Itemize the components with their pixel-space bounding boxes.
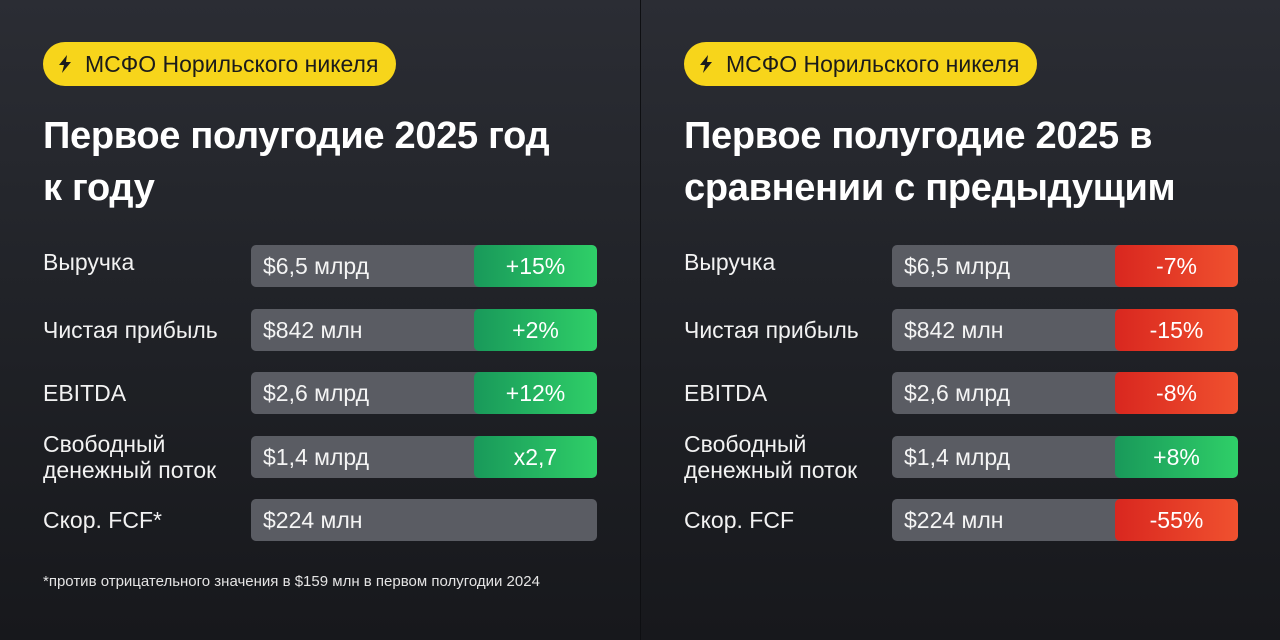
- metric-label: EBITDA: [43, 380, 127, 406]
- metric-bar: $2,6 млрд +12%: [251, 372, 597, 414]
- metric-value: $224 млн: [904, 507, 1004, 533]
- change-badge: +8%: [1115, 435, 1238, 478]
- change-badge: +2%: [474, 308, 597, 351]
- change-badge: +15%: [474, 245, 597, 287]
- metric-row-revenue: Выручка $6,5 млрд +15%: [43, 245, 597, 287]
- change-badge: -15%: [1115, 308, 1238, 351]
- metric-label-line-2: денежный поток: [684, 456, 858, 483]
- metric-row-free-cash-flow: Свободный денежный поток $1,4 млрд +8%: [684, 431, 1238, 483]
- page-title: Первое полугодие 2025 год к году: [43, 110, 603, 214]
- metric-value: $1,4 млрд: [263, 443, 370, 470]
- metric-label: Выручка: [43, 249, 135, 275]
- source-badge: МСФО Норильского никеля: [684, 42, 1038, 86]
- metric-value: $224 млн: [263, 507, 363, 533]
- badge-text: МСФО Норильского никеля: [85, 50, 379, 77]
- metrics-list: Выручка $6,5 млрд -7% Чистая прибыль $84…: [684, 245, 1238, 563]
- change-badge: -7%: [1115, 245, 1238, 287]
- badge-text: МСФО Норильского никеля: [726, 50, 1020, 77]
- title-line-1: Первое полугодие 2025 в: [684, 115, 1153, 157]
- metric-label: Чистая прибыль: [43, 316, 218, 343]
- metric-bar: $842 млн +2%: [251, 308, 597, 351]
- metric-label: Свободный денежный поток: [43, 431, 248, 483]
- metric-row-adjusted-fcf: Скор. FCF $224 млн -55%: [684, 499, 1238, 541]
- lightning-icon: [59, 55, 71, 73]
- panel-year-over-year: МСФО Норильского никеля Первое полугодие…: [0, 0, 640, 640]
- metric-bar: $6,5 млрд +15%: [251, 245, 597, 287]
- change-badge: +12%: [474, 372, 597, 414]
- metric-bar: $224 млн -55%: [892, 499, 1238, 541]
- footnote: *против отрицательного значения в $159 м…: [43, 573, 540, 590]
- metrics-list: Выручка $6,5 млрд +15% Чистая прибыль $8…: [43, 245, 597, 563]
- metric-value: $842 млн: [263, 316, 363, 343]
- metric-row-ebitda: EBITDA $2,6 млрд +12%: [43, 372, 597, 414]
- metric-bar: $224 млн: [251, 499, 597, 541]
- metric-label: EBITDA: [684, 380, 768, 406]
- metric-value: $6,5 млрд: [904, 253, 1011, 279]
- metric-label-line-2: денежный поток: [43, 456, 217, 483]
- metric-bar: $1,4 млрд x2,7: [251, 435, 597, 478]
- metric-row-revenue: Выручка $6,5 млрд -7%: [684, 245, 1238, 287]
- metric-label: Скор. FCF*: [43, 507, 162, 533]
- metric-value: $6,5 млрд: [263, 253, 370, 279]
- metric-value: $2,6 млрд: [263, 380, 370, 406]
- metric-bar: $1,4 млрд +8%: [892, 435, 1238, 478]
- change-badge: -55%: [1115, 499, 1238, 541]
- metric-label: Чистая прибыль: [684, 316, 859, 343]
- change-badge: -8%: [1115, 372, 1238, 414]
- metric-label: Скор. FCF: [684, 507, 795, 533]
- metric-bar: $842 млн -15%: [892, 308, 1238, 351]
- title-line-2: к году: [43, 167, 155, 209]
- metric-row-free-cash-flow: Свободный денежный поток $1,4 млрд x2,7: [43, 431, 597, 483]
- title-line-2: сравнении с предыдущим: [684, 167, 1176, 209]
- metric-label: Выручка: [684, 249, 776, 275]
- metric-label: Свободный денежный поток: [684, 431, 889, 483]
- metric-value: $2,6 млрд: [904, 380, 1011, 406]
- metric-row-adjusted-fcf: Скор. FCF* $224 млн: [43, 499, 597, 541]
- metric-value: $1,4 млрд: [904, 443, 1011, 470]
- panel-half-over-half: МСФО Норильского никеля Первое полугодие…: [640, 0, 1280, 640]
- title-line-1: Первое полугодие 2025 год: [43, 115, 550, 157]
- metric-row-net-profit: Чистая прибыль $842 млн -15%: [684, 308, 1238, 351]
- change-badge: x2,7: [474, 435, 597, 478]
- metric-bar: $6,5 млрд -7%: [892, 245, 1238, 287]
- metric-bar: $2,6 млрд -8%: [892, 372, 1238, 414]
- page-title: Первое полугодие 2025 в сравнении с пред…: [684, 110, 1244, 214]
- metric-value: $842 млн: [904, 316, 1004, 343]
- metric-row-ebitda: EBITDA $2,6 млрд -8%: [684, 372, 1238, 414]
- metric-label-line-1: Свободный: [684, 430, 807, 457]
- lightning-icon: [700, 55, 712, 73]
- metric-row-net-profit: Чистая прибыль $842 млн +2%: [43, 308, 597, 351]
- source-badge: МСФО Норильского никеля: [43, 42, 397, 86]
- metric-label-line-1: Свободный: [43, 430, 166, 457]
